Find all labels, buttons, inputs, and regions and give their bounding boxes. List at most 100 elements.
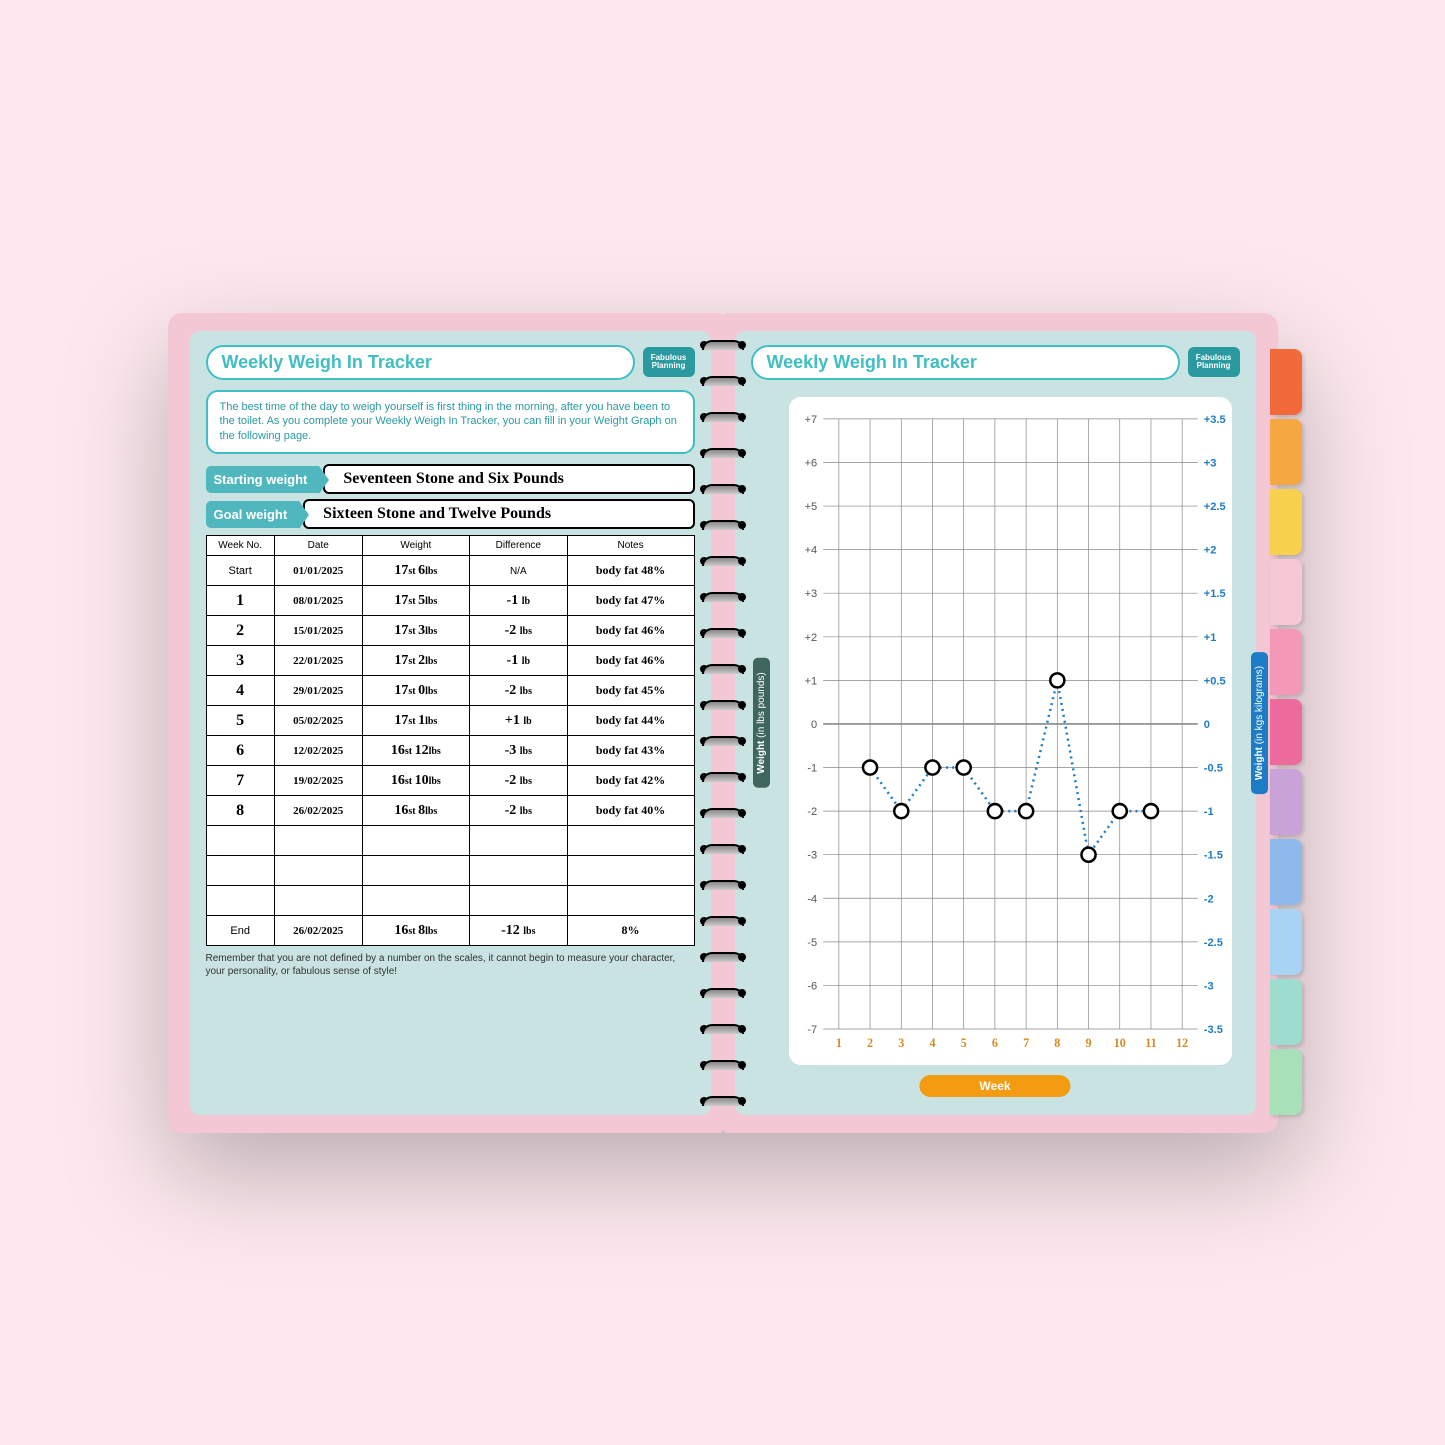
y-right-text: Weight: [1254, 746, 1265, 779]
diff-cell: +1 lb: [470, 706, 568, 736]
svg-text:5: 5: [960, 1036, 966, 1050]
notes-cell: body fat 46%: [567, 616, 694, 646]
svg-text:-6: -6: [807, 980, 817, 992]
notes-cell: body fat 48%: [567, 556, 694, 586]
blank-row: [206, 856, 694, 886]
column-header: Difference: [470, 536, 568, 556]
week-cell: End: [206, 916, 274, 946]
svg-text:+5: +5: [804, 501, 817, 513]
left-page: Weekly Weigh In Tracker Fabulous Plannin…: [168, 313, 723, 1133]
svg-text:+2: +2: [804, 631, 817, 643]
starting-weight-label: Starting weight: [206, 466, 320, 493]
y-left-text: Weight: [756, 740, 767, 773]
brand-badge-left: Fabulous Planning: [643, 347, 695, 377]
left-header: Weekly Weigh In Tracker Fabulous Plannin…: [206, 345, 695, 380]
diff-cell: -2 lbs: [470, 616, 568, 646]
date-cell: 22/01/2025: [274, 646, 362, 676]
svg-text:+1: +1: [1203, 631, 1216, 643]
table-row: 429/01/202517st 0lbs-2 lbsbody fat 45%: [206, 676, 694, 706]
section-tab[interactable]: [1270, 979, 1302, 1045]
svg-text:+3: +3: [1203, 457, 1216, 469]
diff-cell: -2 lbs: [470, 796, 568, 826]
section-tab[interactable]: [1270, 559, 1302, 625]
week-cell: 3: [206, 646, 274, 676]
weight-cell: 17st 6lbs: [362, 556, 469, 586]
svg-text:4: 4: [929, 1036, 935, 1050]
svg-text:0: 0: [1203, 718, 1209, 730]
section-tab[interactable]: [1270, 909, 1302, 975]
footer-note: Remember that you are not defined by a n…: [206, 952, 695, 978]
weight-cell: 17st 5lbs: [362, 586, 469, 616]
table-row: 215/01/202517st 3lbs-2 lbsbody fat 46%: [206, 616, 694, 646]
section-tab[interactable]: [1270, 839, 1302, 905]
week-cell: 4: [206, 676, 274, 706]
section-tab[interactable]: [1270, 349, 1302, 415]
svg-text:-3: -3: [807, 849, 817, 861]
notes-cell: 8%: [567, 916, 694, 946]
weight-cell: 16st 12lbs: [362, 736, 469, 766]
svg-text:3: 3: [898, 1036, 904, 1050]
svg-text:+0.5: +0.5: [1203, 675, 1225, 687]
section-tab[interactable]: [1270, 489, 1302, 555]
svg-text:11: 11: [1145, 1036, 1156, 1050]
week-cell: 5: [206, 706, 274, 736]
table-row: 322/01/202517st 2lbs-1 lbbody fat 46%: [206, 646, 694, 676]
notes-cell: body fat 46%: [567, 646, 694, 676]
spiral-binding: [696, 327, 750, 1119]
weight-cell: 16st 8lbs: [362, 916, 469, 946]
diff-cell: N/A: [470, 556, 568, 586]
y-left-sub: (in lbs pounds): [756, 672, 767, 738]
svg-text:-2.5: -2.5: [1203, 936, 1222, 948]
goal-weight-value: Sixteen Stone and Twelve Pounds: [303, 499, 694, 529]
svg-text:+1.5: +1.5: [1203, 588, 1225, 600]
y-right-sub: (in kgs kilograms): [1254, 665, 1265, 743]
table-row: 826/02/202516st 8lbs-2 lbsbody fat 40%: [206, 796, 694, 826]
diff-cell: -12 lbs: [470, 916, 568, 946]
table-row: 505/02/202517st 1lbs+1 lbbody fat 44%: [206, 706, 694, 736]
weight-cell: 17st 3lbs: [362, 616, 469, 646]
right-page: Weekly Weigh In Tracker Fabulous Plannin…: [723, 313, 1278, 1133]
svg-text:+2: +2: [1203, 544, 1216, 556]
y-axis-label-left: Weight (in lbs pounds): [753, 658, 770, 788]
section-tab[interactable]: [1270, 1049, 1302, 1115]
graph-area: +7+6+5+4+3+2+10-1-2-3-4-5-6-7+3.5+3+2.5+…: [789, 397, 1232, 1065]
table-row: 719/02/202516st 10lbs-2 lbsbody fat 42%: [206, 766, 694, 796]
date-cell: 08/01/2025: [274, 586, 362, 616]
week-cell: 6: [206, 736, 274, 766]
svg-text:+3.5: +3.5: [1203, 413, 1225, 425]
right-inner: Weekly Weigh In Tracker Fabulous Plannin…: [735, 331, 1256, 1115]
brand-badge-right: Fabulous Planning: [1188, 347, 1240, 377]
svg-text:+4: +4: [804, 544, 817, 556]
diff-cell: -3 lbs: [470, 736, 568, 766]
chart-svg: +7+6+5+4+3+2+10-1-2-3-4-5-6-7+3.5+3+2.5+…: [789, 397, 1232, 1065]
svg-text:-1: -1: [1203, 806, 1213, 818]
description: The best time of the day to weigh yourse…: [206, 390, 695, 455]
x-axis-label: Week: [919, 1075, 1070, 1097]
blank-row: [206, 826, 694, 856]
week-cell: Start: [206, 556, 274, 586]
notes-cell: body fat 47%: [567, 586, 694, 616]
week-cell: 8: [206, 796, 274, 826]
date-cell: 15/01/2025: [274, 616, 362, 646]
svg-text:1: 1: [835, 1036, 841, 1050]
svg-text:-1: -1: [807, 762, 817, 774]
section-tab[interactable]: [1270, 419, 1302, 485]
date-cell: 26/02/2025: [274, 796, 362, 826]
svg-text:+1: +1: [804, 675, 817, 687]
section-tab[interactable]: [1270, 699, 1302, 765]
diff-cell: -1 lb: [470, 586, 568, 616]
section-tab[interactable]: [1270, 769, 1302, 835]
svg-text:12: 12: [1176, 1036, 1188, 1050]
edge-tabs: [1270, 349, 1302, 1115]
svg-text:+3: +3: [804, 588, 817, 600]
section-tab[interactable]: [1270, 629, 1302, 695]
week-cell: 1: [206, 586, 274, 616]
blank-row: [206, 886, 694, 916]
table-row: 612/02/202516st 12lbs-3 lbsbody fat 43%: [206, 736, 694, 766]
diff-cell: -2 lbs: [470, 676, 568, 706]
svg-text:-5: -5: [807, 936, 817, 948]
svg-text:8: 8: [1054, 1036, 1060, 1050]
starting-weight-value: Seventeen Stone and Six Pounds: [323, 464, 694, 494]
svg-text:-3.5: -3.5: [1203, 1024, 1222, 1036]
svg-text:-2: -2: [1203, 893, 1213, 905]
